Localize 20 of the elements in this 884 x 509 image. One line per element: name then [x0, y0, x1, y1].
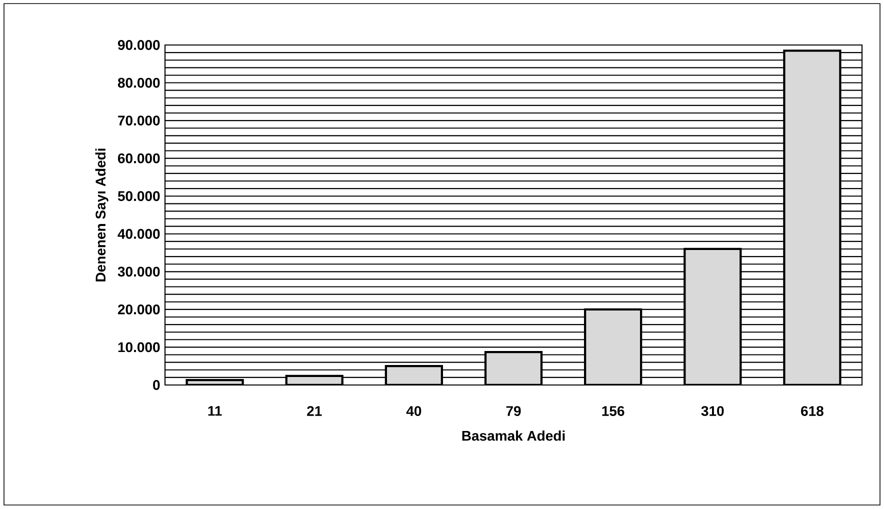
- y-tick-label: 80.000: [118, 78, 160, 88]
- x-tick-label: 310: [701, 406, 724, 416]
- x-tick-label: 40: [406, 406, 422, 416]
- x-tick-label: 79: [506, 406, 521, 416]
- y-tick-label: 10.000: [118, 342, 160, 352]
- y-axis-title: Denenen Sayı Adedi: [95, 148, 108, 282]
- y-tick-label: 60.000: [118, 153, 160, 164]
- y-tick-label: 20.000: [118, 304, 160, 314]
- bar: [783, 50, 842, 385]
- y-tick-label: 70.000: [118, 116, 160, 126]
- y-tick-label: 90.000: [118, 40, 160, 50]
- x-tick-label: 156: [602, 406, 624, 416]
- x-tick-label: 21: [307, 406, 322, 416]
- y-tick-label: 30.000: [118, 266, 160, 277]
- y-tick-label: 0: [153, 380, 160, 390]
- x-tick-label: 11: [208, 406, 222, 416]
- y-tick-label: 40.000: [118, 228, 160, 239]
- y-tick-label: 50.000: [118, 191, 160, 202]
- x-tick-label: 618: [801, 406, 824, 416]
- x-axis-title: Basamak Adedi: [462, 430, 565, 441]
